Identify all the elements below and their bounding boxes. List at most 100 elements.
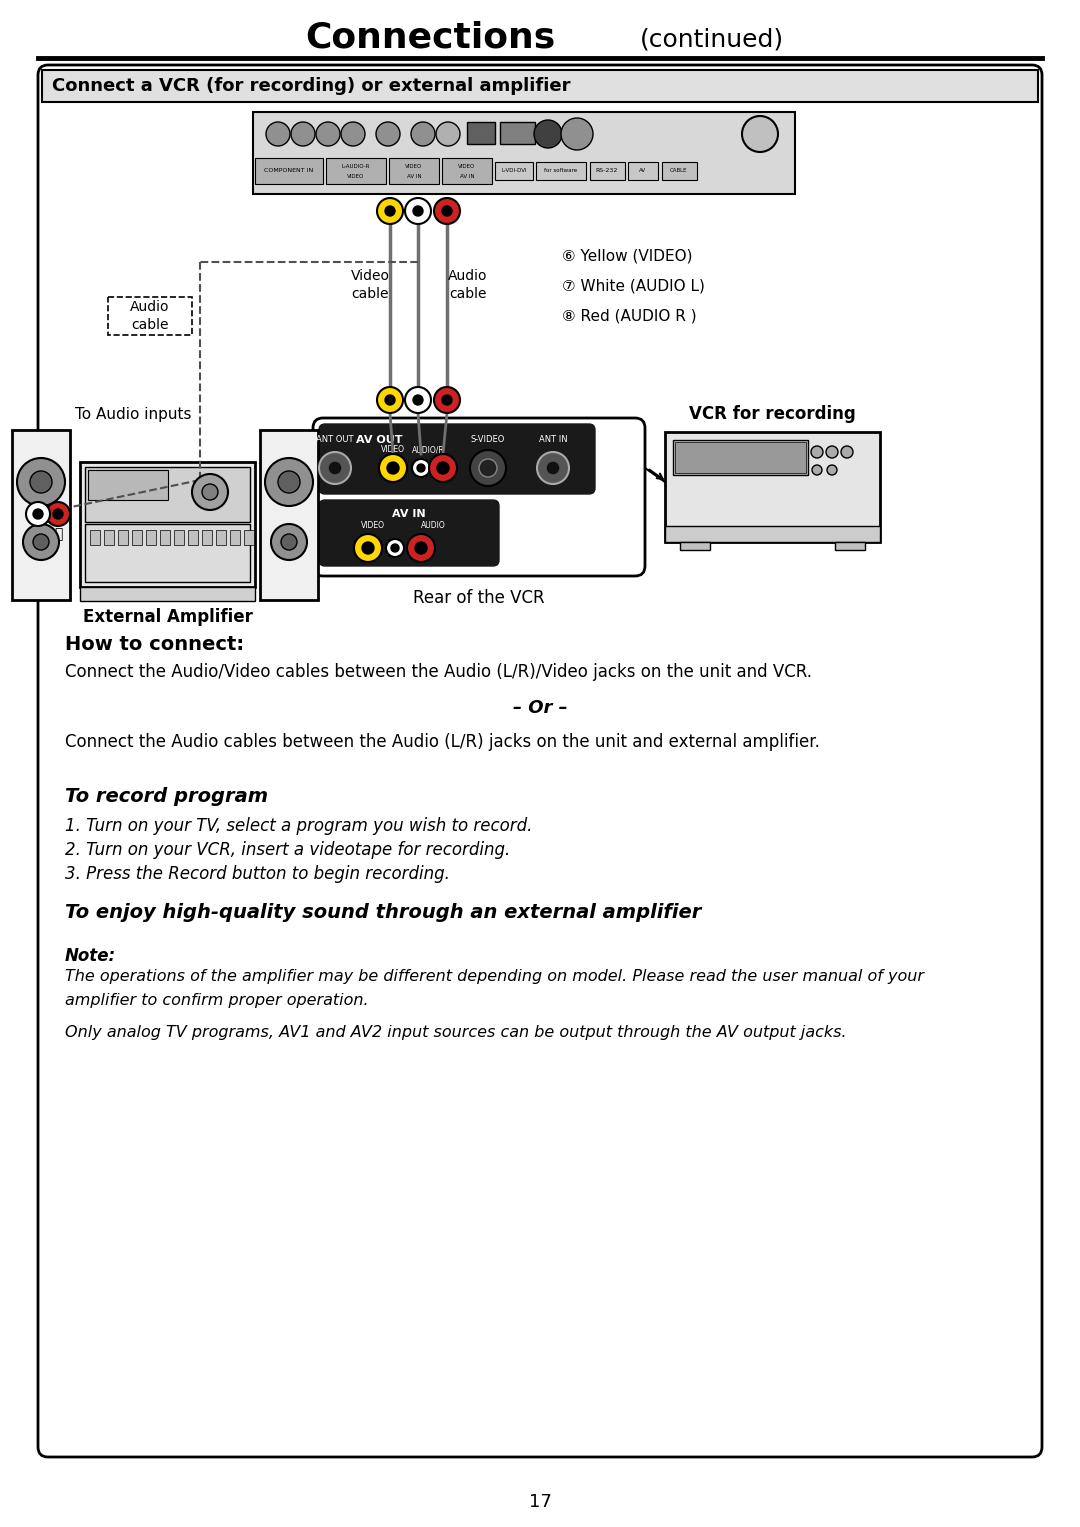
Circle shape [30, 470, 52, 493]
Text: CABLE: CABLE [671, 168, 688, 174]
Circle shape [546, 461, 561, 475]
Circle shape [434, 199, 460, 224]
Bar [260, 431, 318, 600]
Circle shape [291, 122, 315, 147]
Circle shape [480, 460, 497, 476]
Bar [835, 542, 865, 550]
Text: VIDEO: VIDEO [458, 163, 475, 168]
Circle shape [415, 542, 427, 554]
Bar [202, 530, 212, 545]
Text: Connections: Connections [305, 21, 555, 55]
Text: To enjoy high-quality sound through an external amplifier: To enjoy high-quality sound through an e… [65, 902, 701, 922]
Bar [627, 162, 658, 180]
Circle shape [202, 484, 218, 499]
Text: To Audio inputs: To Audio inputs [75, 406, 191, 421]
Circle shape [377, 386, 403, 412]
Circle shape [417, 464, 426, 472]
Circle shape [319, 452, 351, 484]
Bar [665, 525, 880, 542]
Bar [662, 162, 697, 180]
Circle shape [328, 461, 342, 475]
Bar [160, 530, 170, 545]
Bar [188, 530, 198, 545]
Bar [104, 530, 114, 545]
Circle shape [411, 460, 430, 476]
Text: ANT OUT: ANT OUT [316, 435, 354, 444]
Bar [42, 70, 1038, 102]
Circle shape [826, 446, 838, 458]
Text: RS-232: RS-232 [596, 168, 618, 174]
Circle shape [354, 534, 382, 562]
FancyBboxPatch shape [313, 418, 645, 576]
Circle shape [827, 466, 837, 475]
Bar [442, 157, 492, 183]
Text: VIDEO: VIDEO [361, 522, 384, 530]
Circle shape [534, 121, 562, 148]
Bar [244, 530, 254, 545]
Text: 2. Turn on your VCR, insert a videotape for recording.: 2. Turn on your VCR, insert a videotape … [65, 841, 510, 860]
Bar [230, 530, 240, 545]
Circle shape [271, 524, 307, 560]
Text: AV OUT: AV OUT [355, 435, 402, 444]
Circle shape [442, 395, 453, 405]
Bar [80, 586, 255, 602]
Text: ⑧ Red (AUDIO R ): ⑧ Red (AUDIO R ) [562, 308, 697, 324]
FancyBboxPatch shape [319, 425, 595, 495]
Text: The operations of the amplifier may be different depending on model. Please read: The operations of the amplifier may be d… [65, 970, 924, 983]
Circle shape [407, 534, 435, 562]
Circle shape [341, 122, 365, 147]
Circle shape [26, 502, 50, 525]
Text: Connect a VCR (for recording) or external amplifier: Connect a VCR (for recording) or externa… [52, 76, 570, 95]
Circle shape [377, 199, 403, 224]
Bar [536, 162, 586, 180]
Text: VCR for recording: VCR for recording [689, 405, 855, 423]
Circle shape [436, 122, 460, 147]
Circle shape [429, 454, 457, 483]
Bar [132, 530, 141, 545]
Bar [12, 431, 70, 600]
Circle shape [17, 458, 65, 505]
Text: Audio
cable: Audio cable [131, 301, 170, 331]
Bar [495, 162, 534, 180]
Text: AUDIO: AUDIO [420, 522, 445, 530]
Circle shape [442, 206, 453, 215]
Text: Audio
cable: Audio cable [448, 269, 488, 301]
Text: (continued): (continued) [640, 27, 784, 52]
Text: Connect the Audio cables between the Audio (L/R) jacks on the unit and external : Connect the Audio cables between the Aud… [65, 733, 820, 751]
Text: To record program: To record program [65, 786, 268, 806]
Text: Note:: Note: [65, 947, 117, 965]
Text: AV IN: AV IN [460, 174, 474, 179]
Bar [675, 441, 806, 473]
Text: ⑦ White (AUDIO L): ⑦ White (AUDIO L) [562, 278, 705, 293]
Text: Ⓦ: Ⓦ [54, 527, 63, 541]
Bar [146, 530, 156, 545]
Text: for software: for software [544, 168, 578, 174]
Text: VIDEO: VIDEO [381, 446, 405, 455]
Circle shape [53, 508, 63, 519]
Text: Only analog TV programs, AV1 and AV2 input sources can be output through the AV : Only analog TV programs, AV1 and AV2 inp… [65, 1025, 847, 1040]
Text: 3. Press the Record button to begin recording.: 3. Press the Record button to begin reco… [65, 864, 450, 883]
Circle shape [265, 458, 313, 505]
Text: Rear of the VCR: Rear of the VCR [414, 589, 544, 608]
Text: How to connect:: How to connect: [65, 635, 244, 654]
Bar [118, 530, 129, 545]
Circle shape [841, 446, 853, 458]
Text: External Amplifier: External Amplifier [82, 608, 253, 626]
Circle shape [811, 446, 823, 458]
Circle shape [413, 206, 423, 215]
Circle shape [470, 450, 507, 486]
Circle shape [434, 386, 460, 412]
Bar [326, 157, 386, 183]
Text: 1. Turn on your TV, select a program you wish to record.: 1. Turn on your TV, select a program you… [65, 817, 532, 835]
Bar [673, 440, 808, 475]
Circle shape [192, 473, 228, 510]
Text: Connect the Audio/Video cables between the Audio (L/R)/Video jacks on the unit a: Connect the Audio/Video cables between t… [65, 663, 812, 681]
Bar [253, 111, 795, 194]
Circle shape [33, 534, 49, 550]
FancyBboxPatch shape [319, 499, 499, 567]
Text: AV IN: AV IN [392, 508, 426, 519]
Bar [665, 432, 880, 542]
Circle shape [316, 122, 340, 147]
Text: L-AUDIO-R: L-AUDIO-R [341, 163, 370, 168]
Text: ANT IN: ANT IN [539, 435, 567, 444]
